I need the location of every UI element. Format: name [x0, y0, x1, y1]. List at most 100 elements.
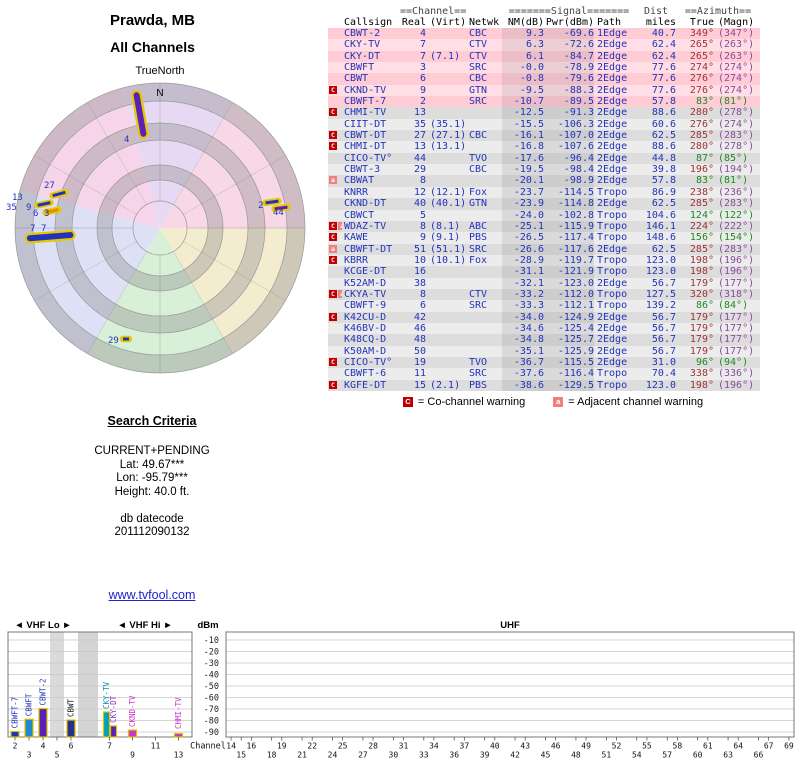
signal-strength-bar-chart: -10 -20-30 -40-50 -60-70 -80-90 ◄ VHF Lo ► ◄ V…	[7, 620, 795, 760]
distance-cell: 56.7	[636, 334, 676, 346]
path-cell: 2Edge	[594, 62, 636, 74]
network-cell: TVO	[466, 152, 502, 165]
bar-callsign-label: CHMI-TV	[174, 697, 183, 729]
virtual-channel-cell	[426, 175, 466, 187]
polar-ring-line	[54, 122, 266, 334]
callsign-cell[interactable]: K48CQ-D	[342, 334, 400, 346]
polar-channel-label: 2	[258, 201, 263, 211]
co-channel-warning-icon: C	[329, 142, 337, 151]
search-criteria-heading: Search Criteria	[107, 414, 197, 428]
table-row: C KBRR 10 (10.1) Fox -28.9 -119.7 Tropo 123.0 198…	[328, 254, 760, 267]
path-cell: Tropo	[594, 254, 636, 267]
noise-margin-cell: -24.0	[502, 209, 544, 221]
distance-cell: 40.7	[636, 28, 676, 40]
callsign-cell[interactable]: KGFE-DT	[342, 379, 400, 391]
power-cell: -78.9	[544, 62, 594, 74]
real-channel-cell: 44	[400, 152, 426, 165]
callsign-cell[interactable]: K46BV-D	[342, 322, 400, 335]
callsign-cell[interactable]: KNRR	[342, 186, 400, 199]
network-cell: SRC	[466, 300, 502, 312]
table-row: Callsign Real (Virt) Netwk NM(dB) Pwr(dBm) Pat…	[328, 17, 760, 28]
legend-warning-icon: a	[553, 397, 564, 407]
distance-cell: 56.7	[636, 277, 676, 289]
callsign-cell[interactable]: KCGE-DT	[342, 266, 400, 278]
table-row: CKY-DT 7 (7.1) CTV 6.1 -84.7 2Edge 62.4 265° (263…	[328, 50, 760, 63]
table-row: KNRR 12 (12.1) Fox -23.7 -114.5 Tropo 86.9 238°(…	[328, 186, 760, 199]
distance-cell: 62.4	[636, 50, 676, 63]
signal-bar	[66, 719, 76, 738]
callsign-cell[interactable]: CKY-DT	[342, 50, 400, 63]
callsign-cell[interactable]: CHMI-DT	[342, 141, 400, 153]
distance-cell: 62.5	[636, 198, 676, 210]
x-axis-label: Channel	[190, 742, 226, 752]
channel-tick-label: 37	[460, 742, 470, 751]
power-cell: -121.9	[544, 266, 594, 278]
y-axis-tick-label: -10	[204, 636, 219, 646]
azimuth-true-cell: 285°	[676, 130, 714, 142]
callsign-cell[interactable]: CBWFT-DT	[342, 243, 400, 255]
callsign-cell[interactable]: CBWFT-6	[342, 368, 400, 380]
virtual-channel-cell	[426, 96, 466, 108]
callsign-cell[interactable]: CKYA-TV	[342, 288, 400, 301]
azimuth-true-cell: 274°	[676, 62, 714, 74]
callsign-cell[interactable]: CBWT-3	[342, 164, 400, 176]
noise-margin-cell: -10.7	[502, 96, 544, 108]
callsign-cell[interactable]: CBWFT-7	[342, 96, 400, 108]
callsign-cell[interactable]: K42CU-D	[342, 311, 400, 323]
table-row: C KGFE-DT 15 (2.1) PBS -38.6 -129.5 Tropo 123.0 1…	[328, 379, 760, 391]
network-cell: CBC	[466, 130, 502, 142]
callsign-cell[interactable]: CICO-TV°	[342, 356, 400, 369]
callsign-cell[interactable]: CICO-TV°	[342, 152, 400, 165]
path-cell: 2Edge	[594, 164, 636, 176]
report-title-block: Prawda, MB All Channels	[30, 12, 275, 55]
callsign-cell[interactable]: CBWT-DT	[342, 130, 400, 142]
vhf-panel-border	[7, 631, 193, 738]
callsign-cell[interactable]: WDAZ-TV	[342, 220, 400, 233]
callsign-cell[interactable]: CHMI-TV	[342, 107, 400, 119]
channel-tick-label: 15	[236, 751, 246, 760]
distance-cell: 56.7	[636, 311, 676, 323]
channel-tick-label: 4	[41, 742, 46, 751]
warning-markers	[328, 152, 342, 165]
channel-tick-label: 45	[541, 751, 551, 760]
callsign-cell[interactable]: K52AM-D	[342, 277, 400, 289]
distance-cell: 57.8	[636, 96, 676, 108]
callsign-cell[interactable]: KAWE	[342, 232, 400, 244]
azimuth-magnetic-cell: (336°)	[714, 368, 760, 380]
virtual-channel-cell	[426, 277, 466, 289]
real-channel-cell: 16	[400, 266, 426, 278]
callsign-cell[interactable]: CKND-TV	[342, 84, 400, 97]
table-row: CKY-TV 7 CTV 6.3 -72.6 2Edge 62.4 265° (263°)	[328, 39, 760, 51]
warning-legend: C = Co-channel warning a = Adjacent chann…	[336, 396, 770, 408]
channel-tick-label: 60	[693, 751, 703, 760]
callsign-cell[interactable]: CBWT	[342, 73, 400, 85]
callsign-cell[interactable]: CBWFT	[342, 62, 400, 74]
channel-tick-label: 64	[733, 742, 743, 751]
callsign-cell[interactable]: CBWCT	[342, 209, 400, 221]
callsign-cell[interactable]: CKY-TV	[342, 39, 400, 51]
real-channel-cell: 10	[400, 254, 426, 267]
channel-tick-label: 48	[571, 751, 581, 760]
virtual-channel-cell	[426, 356, 466, 369]
noise-margin-cell: -16.8	[502, 141, 544, 153]
callsign-cell[interactable]: K50AM-D	[342, 345, 400, 357]
noise-margin-cell: -9.5	[502, 84, 544, 97]
callsign-cell[interactable]: CBWFT-9	[342, 300, 400, 312]
azimuth-magnetic-cell: (177°)	[714, 277, 760, 289]
polar-spoke	[34, 155, 137, 215]
callsign-cell[interactable]: CBWAT	[342, 175, 400, 187]
noise-margin-cell: -23.9	[502, 198, 544, 210]
bar-callsign-label: CBWT	[67, 698, 76, 717]
callsign-cell[interactable]: CBWT-2	[342, 28, 400, 40]
power-cell: -112.1	[544, 300, 594, 312]
power-cell: -96.4	[544, 152, 594, 165]
callsign-cell[interactable]: CKND-DT	[342, 198, 400, 210]
channel-tick-label: 40	[490, 742, 500, 751]
tvfool-link[interactable]: www.tvfool.com	[108, 588, 196, 602]
callsign-cell[interactable]: CIIT-DT	[342, 118, 400, 131]
table-column-header: miles	[645, 17, 676, 28]
co-channel-warning-icon: C	[329, 289, 337, 298]
polar-spoke	[87, 102, 147, 205]
power-cell: -84.7	[544, 50, 594, 63]
callsign-cell[interactable]: KBRR	[342, 254, 400, 267]
